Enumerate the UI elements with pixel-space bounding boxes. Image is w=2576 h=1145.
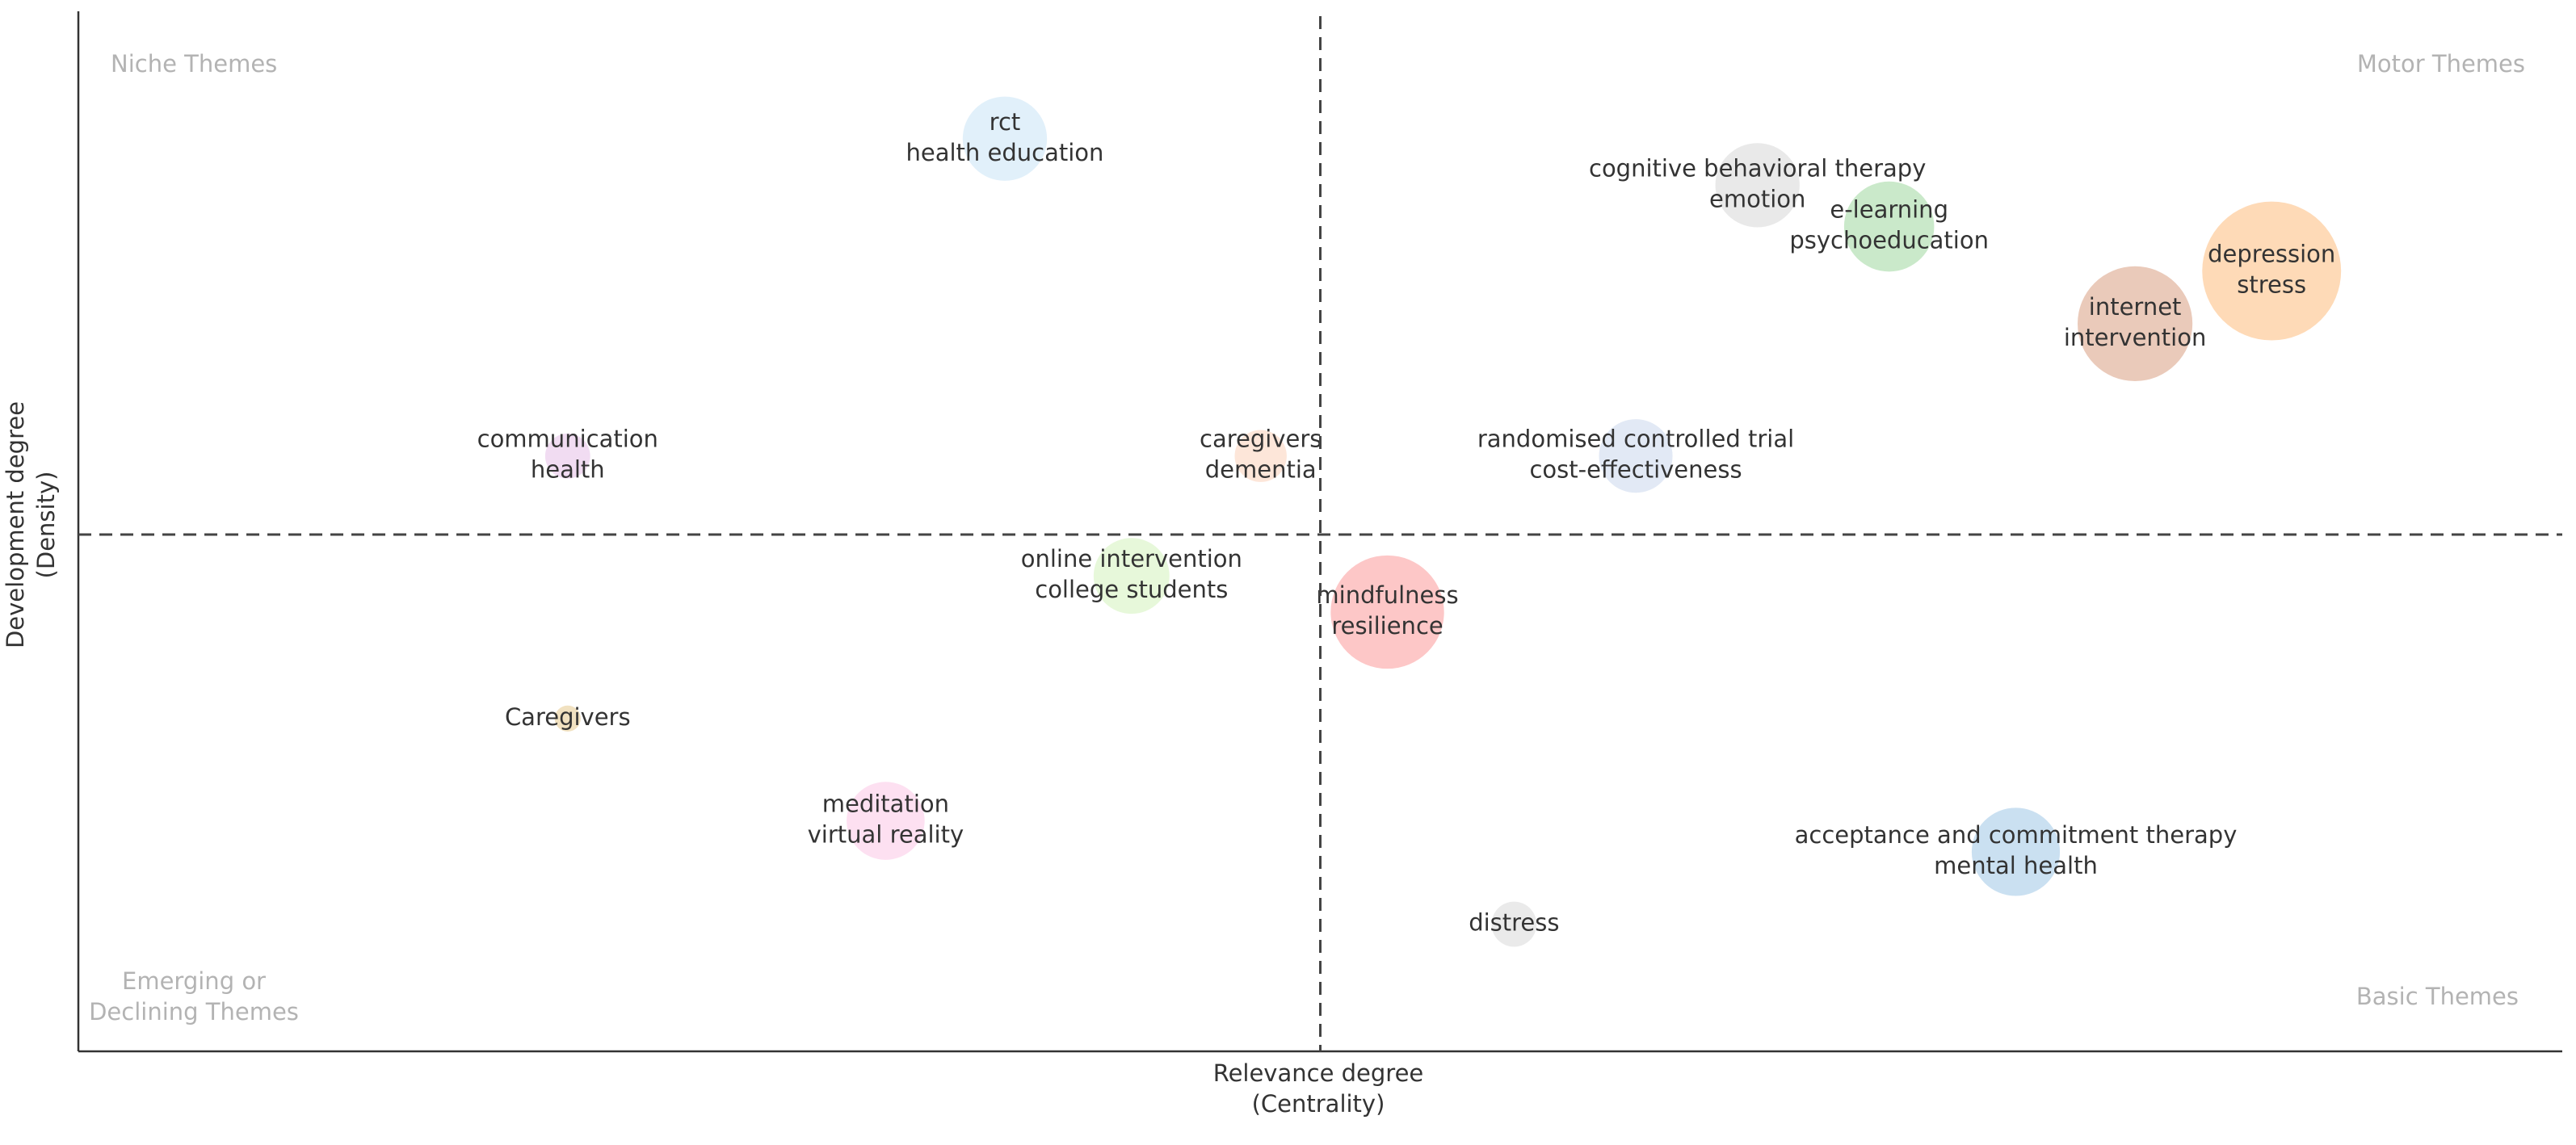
bubble-distress — [1491, 901, 1537, 947]
bubble-labels-layer: rct health education cognitive behavioral … — [477, 108, 2336, 937]
bubble-mindfulness — [1330, 555, 1444, 669]
quadrant-label-basic-themes: Basic Themes — [2356, 983, 2519, 1010]
bubble-communication — [544, 433, 590, 479]
bubble-meditation — [847, 782, 925, 860]
bubble-e-learning-label: e-learning — [1830, 196, 1948, 224]
bubble-randomised-controlled-trial-label: cost-effectiveness — [1529, 456, 1742, 484]
bubble-online-intervention-label: college students — [1035, 576, 1228, 603]
bubble-caregivers — [1234, 430, 1287, 482]
quadrant-label-emerging-declining-themes: Emerging or — [122, 967, 266, 995]
bubble-communication-label: health — [531, 456, 605, 484]
bubble-e-learning — [1843, 181, 1935, 272]
bubble-mindfulness-label: resilience — [1331, 612, 1443, 640]
bubble-cognitive-behavioral-therapy — [1715, 143, 1800, 228]
bubble-online-intervention-label: online intervention — [1021, 545, 1242, 572]
bubble-depression-label: stress — [2237, 271, 2306, 299]
quadrant-label-emerging-declining-themes: Declining Themes — [89, 998, 299, 1025]
x-axis-title: Relevance degree — [1213, 1059, 1424, 1087]
bubble-rct — [962, 96, 1048, 181]
bubble-acceptance-and-commitment-therapy-label: acceptance and commitment therapy — [1795, 821, 2238, 849]
x-axis-title: (Centrality) — [1252, 1090, 1385, 1118]
bubble-depression — [2202, 201, 2342, 341]
bubble-mindfulness-label: mindfulness — [1316, 581, 1458, 609]
bubble-randomised-controlled-trial — [1599, 419, 1673, 493]
bubble-internet-label: intervention — [2064, 324, 2207, 351]
y-axis-title-line: Development degree — [2, 401, 29, 648]
bubble-caregivers-label: dementia — [1205, 456, 1317, 484]
bubble-caregivers-label: Caregivers — [505, 703, 631, 731]
bubble-internet — [2078, 266, 2193, 381]
bubble-rct-label: rct — [990, 108, 1021, 136]
y-axis-title-line: (Density) — [32, 472, 60, 579]
bubble-cognitive-behavioral-therapy-label: emotion — [1709, 185, 1805, 212]
bubble-e-learning-label: psychoeducation — [1789, 227, 1989, 254]
bubble-depression-label: depression — [2208, 241, 2335, 268]
bubbles-layer — [544, 96, 2342, 947]
y-axis-title: Development degree (Density) — [2, 401, 60, 648]
bubble-rct-label: health education — [906, 139, 1104, 166]
bubble-acceptance-and-commitment-therapy-label: mental health — [1934, 852, 2098, 879]
bubble-acceptance-and-commitment-therapy — [1971, 807, 2061, 896]
bubble-meditation-label: virtual reality — [808, 821, 964, 849]
bubble-internet-label: internet — [2089, 293, 2182, 321]
bubble-caregivers-label: caregivers — [1200, 426, 1322, 453]
bubble-online-intervention — [1093, 538, 1170, 614]
bubble-meditation-label: meditation — [822, 791, 949, 818]
bubble-distress-label: distress — [1469, 909, 1559, 937]
axes-layer: Niche Themes Motor Themes Emerging or Decli… — [2, 11, 2562, 1118]
quadrant-label-niche-themes: Niche Themes — [111, 50, 277, 78]
bubble-communication-label: communication — [477, 426, 658, 453]
bubble-cognitive-behavioral-therapy-label: cognitive behavioral therapy — [1589, 154, 1926, 182]
bubble-randomised-controlled-trial-label: randomised controlled trial — [1477, 426, 1794, 453]
quadrant-label-motor-themes: Motor Themes — [2357, 50, 2525, 78]
bubble-caregivers — [554, 705, 581, 732]
